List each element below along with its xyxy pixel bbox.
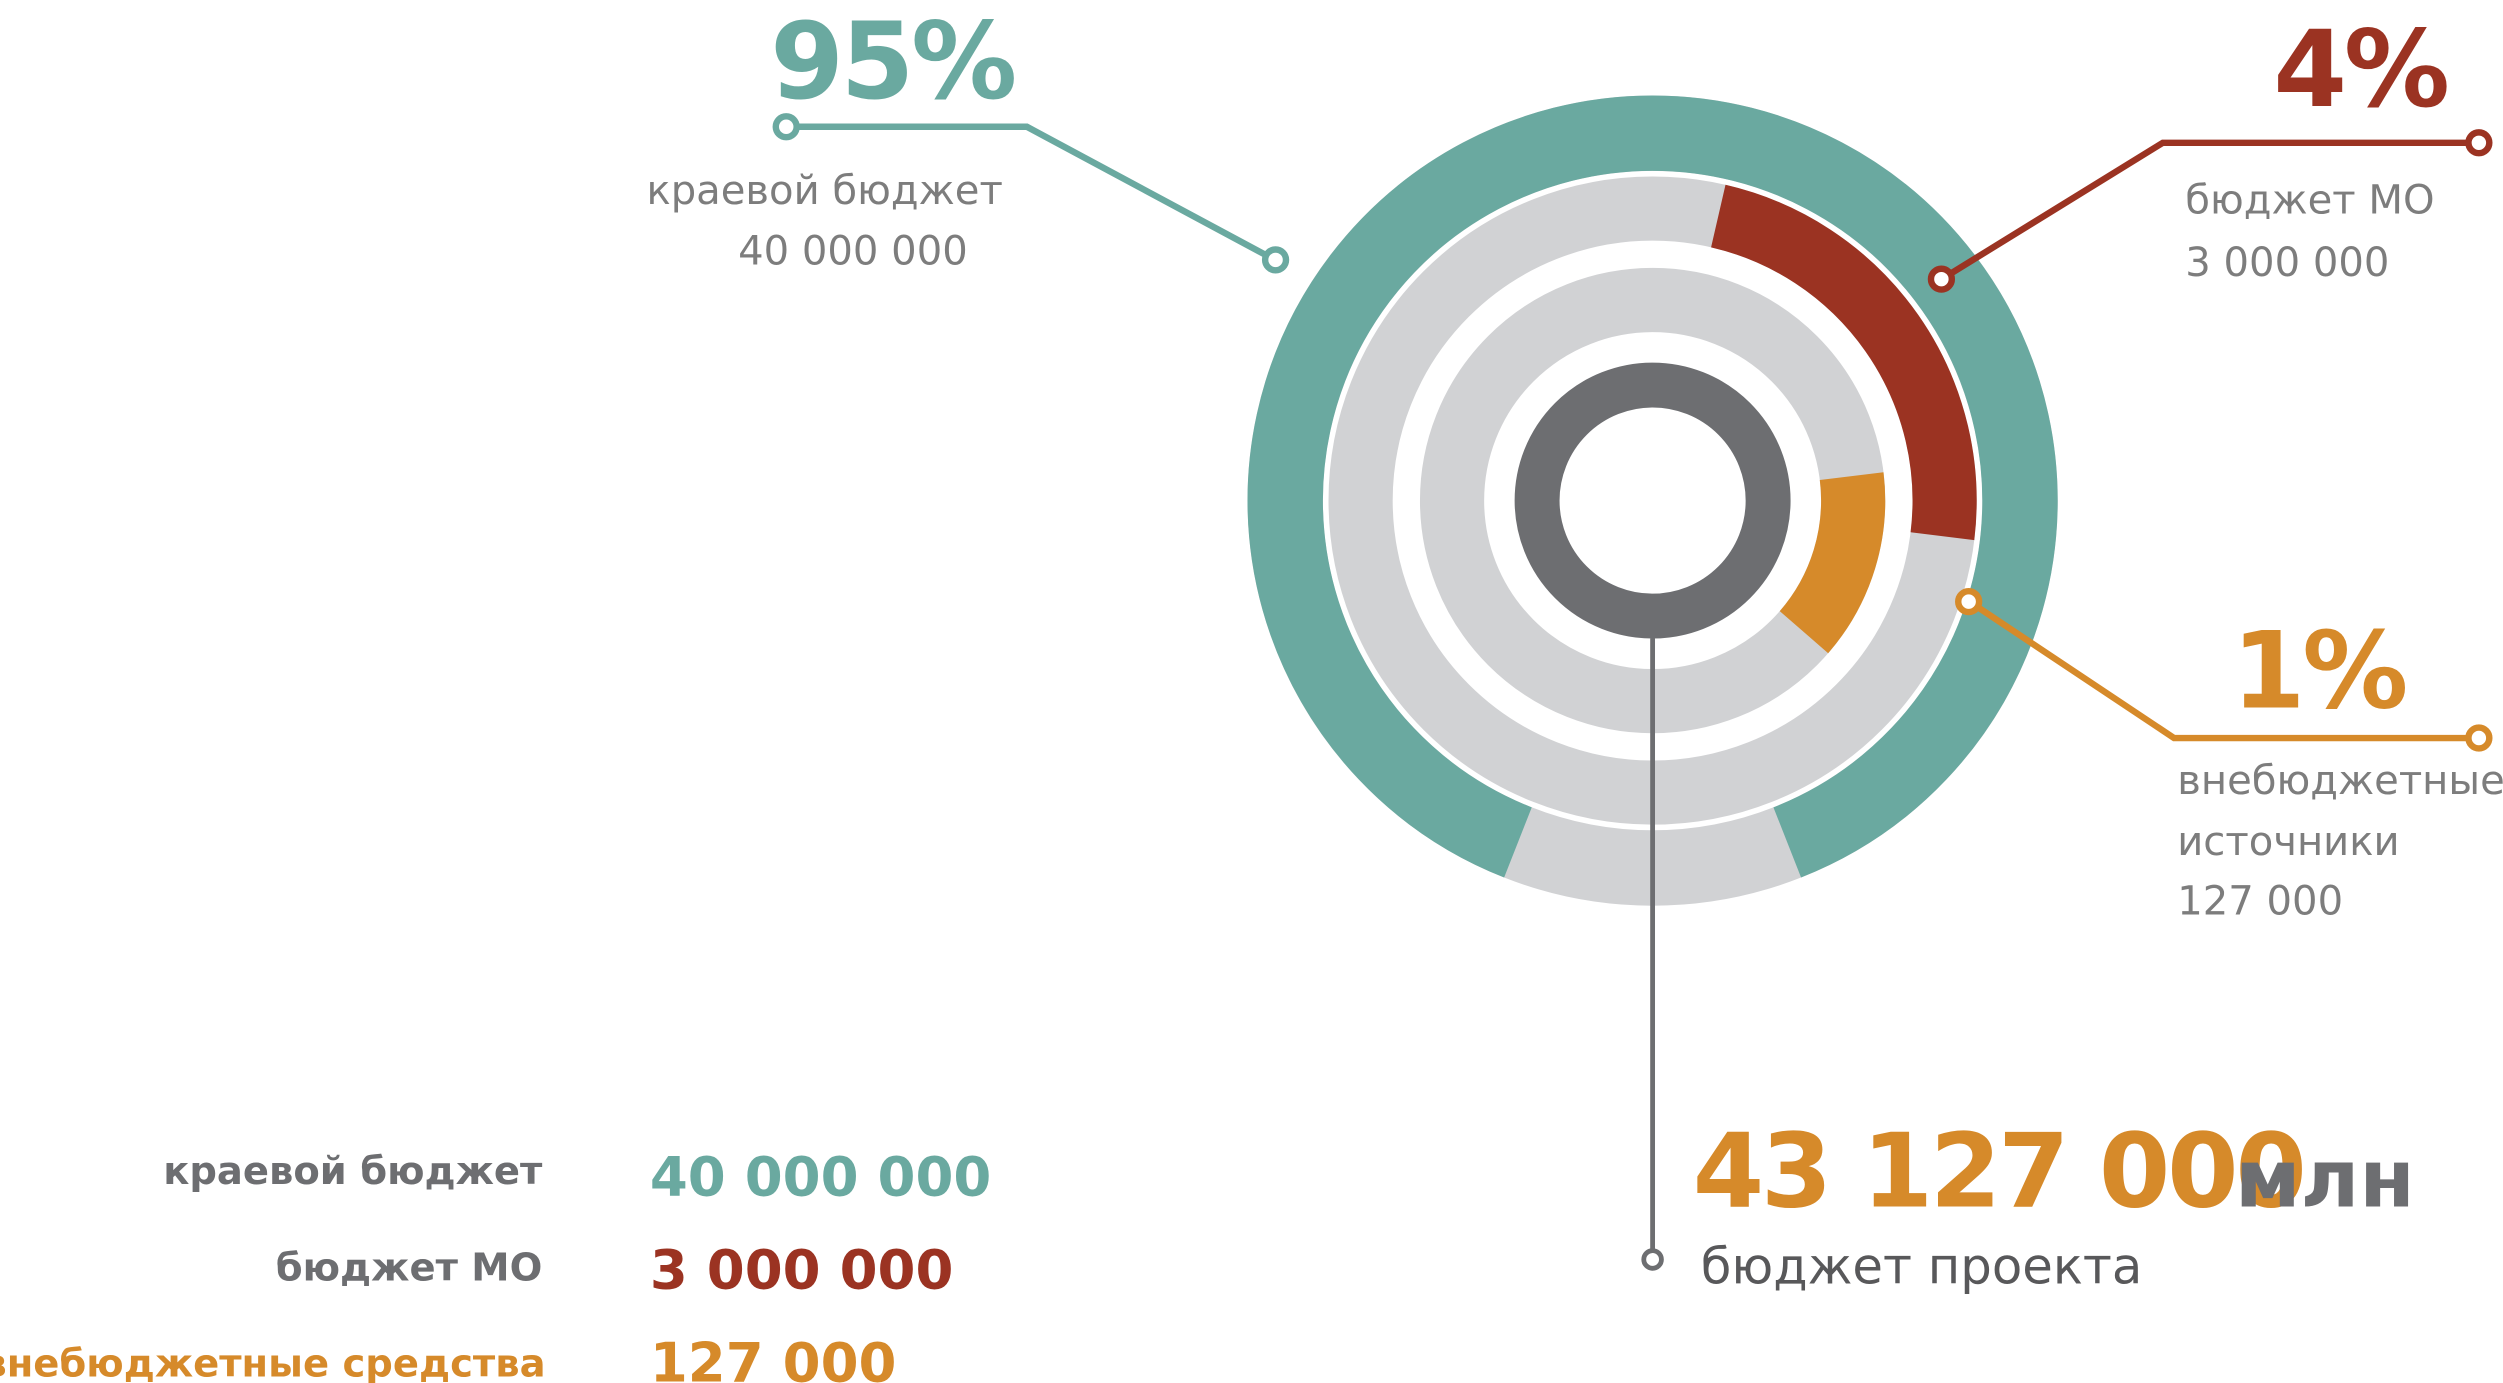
legend-label: бюджет МО [276, 1245, 543, 1290]
inner-ring-arc [1779, 472, 1886, 654]
legend-value: 40 000 000 [650, 1144, 992, 1208]
callout-label: бюджет МО [2185, 177, 2434, 223]
leader-dot [1955, 588, 1983, 616]
legend-label: краевой бюджет [163, 1149, 543, 1194]
callout-label: источники [2177, 819, 2399, 865]
middle-ring-arc [1710, 184, 1977, 541]
core-ring [1514, 362, 1791, 639]
legend-value: 127 000 [650, 1330, 897, 1383]
callout-amount: 3 000 000 [2185, 240, 2389, 286]
legend-value: 3 000 000 [650, 1237, 954, 1301]
total-unit: млн [2235, 1133, 2415, 1226]
legend-label: внебюджетные средства [0, 1342, 546, 1383]
percent: 1% [2232, 610, 2405, 733]
leader-line [1947, 139, 2470, 278]
outer-ring-arc [1247, 95, 2058, 878]
leader-line [1974, 603, 2470, 742]
callout-amount: 40 000 000 [738, 229, 968, 275]
leaders [772, 113, 2493, 1271]
leader-dot [1927, 265, 1956, 293]
callout-amount: 127 000 [2177, 879, 2343, 925]
leader-dot [1261, 246, 1290, 274]
total-label: бюджет проекта [1701, 1238, 2143, 1296]
percent: 95% [770, 0, 1014, 123]
leader-line [795, 123, 1268, 258]
leader-dot [1641, 1248, 1664, 1271]
total-amount: 43 127 000 [1693, 1113, 2304, 1232]
percent: 4% [2273, 8, 2446, 131]
leader-dot [772, 113, 800, 141]
leader-dot [2465, 129, 2493, 157]
leader-dot [2465, 724, 2493, 752]
callout-label: внебюджетные [2177, 758, 2503, 804]
callout-label: краевой бюджет [646, 168, 1002, 214]
